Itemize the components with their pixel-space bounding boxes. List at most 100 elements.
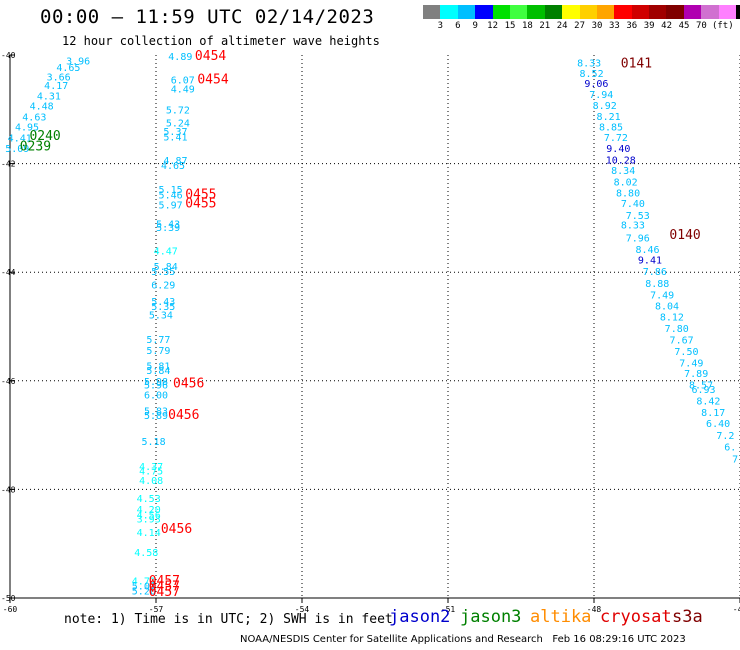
wave-height-value: 7.2 bbox=[716, 431, 734, 442]
lat-tick-label: -46 bbox=[1, 377, 16, 386]
wave-height-value: 7.89 bbox=[684, 369, 708, 380]
footer-org: NOAA/NESDIS Center for Satellite Applica… bbox=[240, 634, 543, 645]
color-scale-label: 18 bbox=[521, 21, 533, 31]
color-scale-label: 30 bbox=[591, 21, 603, 31]
wave-height-value: 8.46 bbox=[635, 245, 659, 256]
wave-height-value: 7.49 bbox=[679, 358, 703, 369]
wave-height-value: 5.89 bbox=[144, 411, 168, 422]
wave-height-value: 8.21 bbox=[597, 112, 621, 123]
color-swatch bbox=[440, 5, 458, 19]
color-scale-label: 12 bbox=[487, 21, 499, 31]
wave-height-value: 6. bbox=[724, 443, 736, 454]
map-subtitle: 12 hour collection of altimeter wave hei… bbox=[62, 34, 380, 48]
wave-height-value: 4.63 bbox=[22, 112, 46, 123]
wave-height-value: 4.89 bbox=[168, 52, 192, 63]
pass-time-label: 0455 bbox=[185, 187, 216, 202]
wave-height-value: 4.56 bbox=[137, 510, 161, 521]
color-scale-label: 42 bbox=[661, 21, 673, 31]
wave-height-value: 9.40 bbox=[606, 144, 630, 155]
wave-height-value: 5.15 bbox=[159, 185, 183, 196]
wave-height-value: 5.46 bbox=[159, 191, 183, 202]
wave-height-value: 8.17 bbox=[701, 408, 725, 419]
wave-height-value: 8.88 bbox=[645, 279, 669, 290]
wave-height-value: 7.80 bbox=[665, 324, 689, 335]
pass-time-label: 0457 bbox=[149, 574, 180, 589]
wave-height-value: 8.92 bbox=[593, 101, 617, 112]
color-swatch bbox=[718, 5, 737, 19]
wave-height-value: 7.49 bbox=[650, 290, 674, 301]
pass-time-label: 0141 bbox=[621, 57, 652, 72]
wave-height-value: 4.48 bbox=[30, 101, 54, 112]
wave-height-value: 4.53 bbox=[137, 494, 161, 505]
footer-credit: NOAA/NESDIS Center for Satellite Applica… bbox=[240, 634, 686, 645]
wave-height-value: 5.84 bbox=[154, 262, 178, 273]
wave-height-value: 8.33 bbox=[577, 59, 601, 70]
wave-height-value: 4.75 bbox=[139, 466, 163, 477]
wave-height-value: 5.81 bbox=[146, 362, 170, 373]
color-scale-label: 45 bbox=[678, 21, 690, 31]
lon-tick-label: -45 bbox=[733, 605, 740, 614]
wave-height-value: 3.66 bbox=[47, 73, 71, 84]
lon-tick-label: -57 bbox=[149, 605, 164, 614]
wave-height-value: 4.14 bbox=[137, 528, 161, 539]
wave-height-value: 7.86 bbox=[643, 267, 667, 278]
pass-time-label: 0455 bbox=[185, 197, 216, 212]
legend-cryosat: cryosat bbox=[600, 607, 672, 627]
color-swatch bbox=[475, 5, 493, 19]
wave-height-value: 4.20 bbox=[137, 505, 161, 516]
wave-height-value: 4.65 bbox=[161, 161, 185, 172]
color-scale-label: 15 bbox=[504, 21, 516, 31]
legend-s3a: s3a bbox=[672, 607, 703, 627]
color-swatch bbox=[701, 5, 719, 19]
wave-height-value: 8.42 bbox=[696, 396, 720, 407]
wave-height-value: 4.47 bbox=[154, 246, 178, 257]
color-swatch bbox=[457, 5, 476, 19]
wave-height-value: 7.50 bbox=[674, 347, 698, 358]
wave-height-value: 10.28 bbox=[606, 155, 636, 166]
footer-timestamp: Feb 16 08:29:16 UTC 2023 bbox=[552, 634, 686, 645]
wave-height-value: 9.41 bbox=[638, 256, 662, 267]
wave-height-value: 8.04 bbox=[655, 301, 679, 312]
wave-height-value: 6.93 bbox=[691, 385, 715, 396]
wave-height-value: 5.43 bbox=[151, 297, 175, 308]
wave-height-value: 7 bbox=[732, 454, 738, 465]
wave-height-value: 5.72 bbox=[166, 105, 190, 116]
wave-height-value: 4.87 bbox=[163, 156, 187, 167]
wave-height-value: 3.96 bbox=[66, 56, 90, 67]
lat-tick-label: -48 bbox=[1, 485, 16, 494]
wave-height-value: 6.40 bbox=[706, 419, 730, 430]
color-scale-labels: 3 6 9 12 15 18 21 24 27 30 33 36 39 42 45 70 (ft) bbox=[423, 21, 740, 33]
color-scale-label: 21 bbox=[539, 21, 551, 31]
color-scale-label: 33 bbox=[608, 21, 620, 31]
color-scale-label: 6 bbox=[455, 21, 461, 31]
wave-height-value: 6.07 bbox=[171, 75, 195, 86]
legend-jason2: jason2 bbox=[389, 607, 451, 627]
wave-height-value: 5.98 bbox=[144, 377, 168, 388]
pass-time-label: 0456 bbox=[173, 376, 204, 391]
color-scale-label: 27 bbox=[574, 21, 586, 31]
pass-time-label: 0140 bbox=[669, 228, 700, 243]
wave-height-value: 5.24 bbox=[166, 118, 190, 129]
lat-tick-label: -50 bbox=[1, 594, 16, 603]
color-swatch bbox=[649, 5, 667, 19]
wave-height-value: 5.96 bbox=[144, 381, 168, 392]
wave-height-value: 4.37 bbox=[139, 462, 163, 473]
lat-tick-label: -40 bbox=[1, 51, 16, 60]
wave-height-value: 5.18 bbox=[142, 437, 166, 448]
wave-height-value: 4.58 bbox=[134, 548, 158, 559]
pass-time-label: 0456 bbox=[161, 522, 192, 537]
color-swatch bbox=[562, 5, 580, 19]
legend-jason3: jason3 bbox=[460, 607, 522, 627]
wave-height-value: 5.79 bbox=[146, 346, 170, 357]
wave-height-value: 6.00 bbox=[144, 390, 168, 401]
color-scale-label: 3 bbox=[437, 21, 444, 31]
wave-height-value: 8.52 bbox=[580, 69, 604, 80]
legend-altika: altika bbox=[530, 607, 592, 627]
lon-tick-label: -54 bbox=[295, 605, 310, 614]
map-title: 00:00 – 11:59 UTC 02/14/2023 bbox=[40, 6, 375, 28]
wave-height-value: 7.94 bbox=[589, 90, 613, 101]
color-swatch bbox=[492, 5, 510, 19]
wave-height-value: 4.08 bbox=[139, 476, 163, 487]
wave-height-value: 5.41 bbox=[163, 132, 187, 143]
